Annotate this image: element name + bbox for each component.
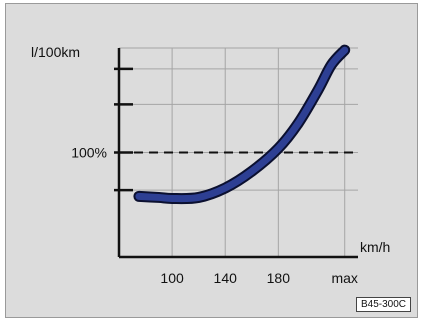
figure-code-badge: B45-300C bbox=[355, 297, 411, 312]
x-tick-label: 140 bbox=[214, 270, 238, 286]
x-axis-tick-labels: 100 140 180 max bbox=[160, 270, 358, 286]
reference-line-label: 100% bbox=[71, 145, 107, 161]
y-axis-label: l/100km bbox=[31, 44, 80, 60]
series-line bbox=[135, 46, 349, 203]
chart-plot: 100% l/100km km/h 100 140 180 max bbox=[31, 44, 390, 286]
x-tick-label: max bbox=[331, 270, 357, 286]
x-axis-label: km/h bbox=[360, 239, 390, 255]
grid-lines bbox=[119, 47, 358, 257]
x-tick-label: 180 bbox=[267, 270, 291, 286]
series-group bbox=[133, 44, 351, 205]
y-axis-ticks bbox=[114, 67, 133, 192]
chart-figure: 100% l/100km km/h 100 140 180 max B45-300C bbox=[5, 3, 418, 318]
x-tick-label: 100 bbox=[160, 270, 184, 286]
